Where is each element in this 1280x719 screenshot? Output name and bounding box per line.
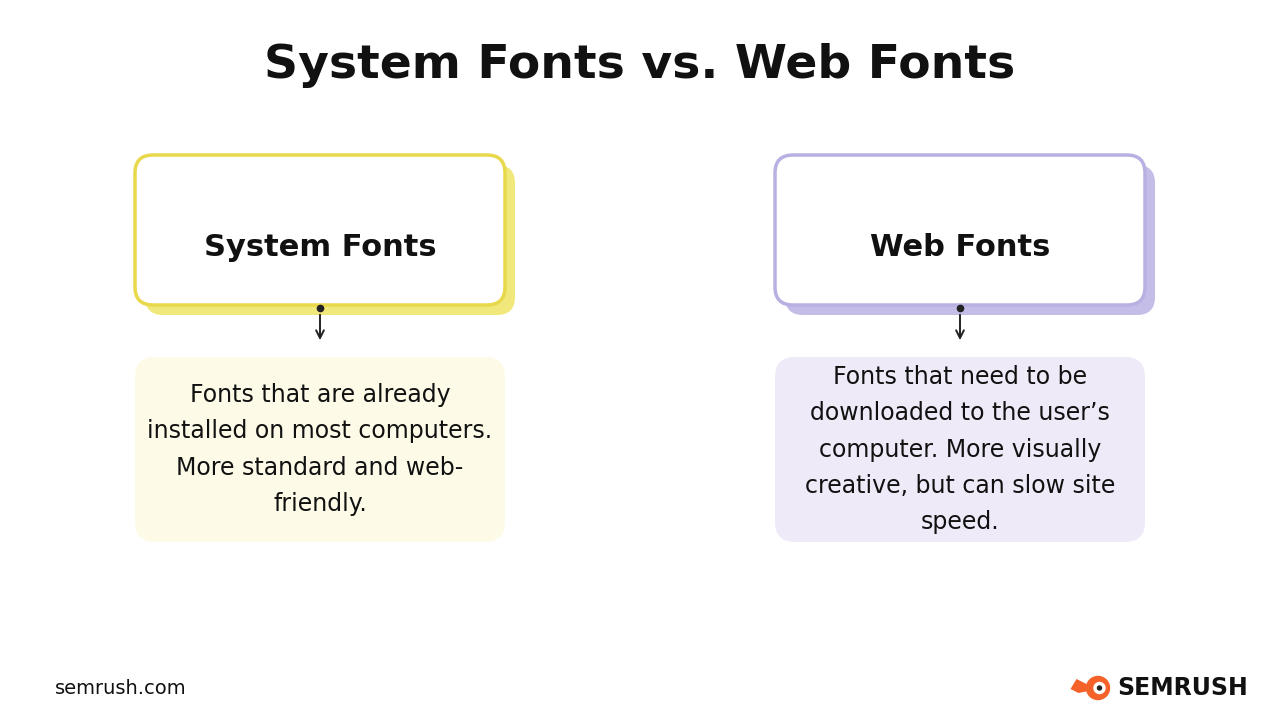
Text: semrush.com: semrush.com (55, 679, 187, 697)
FancyBboxPatch shape (134, 155, 506, 305)
Circle shape (1097, 686, 1102, 690)
Text: Web Fonts: Web Fonts (870, 234, 1050, 262)
Polygon shape (1070, 679, 1088, 693)
FancyBboxPatch shape (774, 155, 1146, 305)
Text: System Fonts vs. Web Fonts: System Fonts vs. Web Fonts (265, 42, 1015, 88)
Text: Fonts that are already
installed on most computers.
More standard and web-
frien: Fonts that are already installed on most… (147, 383, 493, 516)
Circle shape (1087, 677, 1110, 700)
FancyBboxPatch shape (774, 357, 1146, 542)
Circle shape (1094, 682, 1105, 694)
FancyBboxPatch shape (145, 165, 515, 315)
FancyBboxPatch shape (785, 165, 1155, 315)
FancyBboxPatch shape (134, 357, 506, 542)
Text: System Fonts: System Fonts (204, 234, 436, 262)
Text: SEMRUSH: SEMRUSH (1117, 676, 1248, 700)
Text: Fonts that need to be
downloaded to the user’s
computer. More visually
creative,: Fonts that need to be downloaded to the … (805, 365, 1115, 534)
